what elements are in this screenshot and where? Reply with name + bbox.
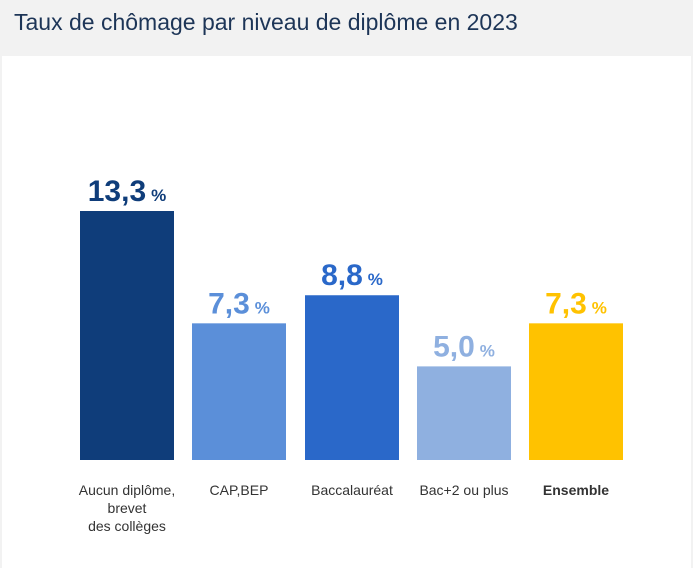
category-line: brevet [108, 500, 147, 516]
value-unit: % [151, 186, 166, 205]
value-unit: % [368, 270, 383, 289]
bar-1 [80, 211, 174, 460]
chart-header: Taux de chômage par niveau de diplôme en… [0, 0, 693, 56]
category-label-5: Ensemble [543, 482, 609, 498]
bar-4 [417, 366, 511, 460]
value-number: 7,3 [545, 287, 587, 320]
value-number: 8,8 [321, 259, 363, 292]
category-line: Ensemble [543, 482, 609, 498]
value-number: 13,3 [88, 175, 146, 208]
category-line: Aucun diplôme, [79, 482, 176, 498]
value-number: 5,0 [433, 330, 475, 363]
value-label-3: 8,8% [321, 259, 383, 292]
category-line: Baccalauréat [311, 482, 393, 498]
chart-title: Taux de chômage par niveau de diplôme en… [14, 9, 518, 35]
value-label-4: 5,0% [433, 330, 495, 363]
bar-2 [192, 323, 286, 460]
bar-3 [305, 295, 399, 460]
value-label-5: 7,3% [545, 287, 607, 320]
category-line: des collèges [88, 518, 166, 534]
value-label-2: 7,3% [208, 287, 270, 320]
value-label-1: 13,3% [88, 175, 167, 208]
bar-5 [529, 323, 623, 460]
value-unit: % [592, 298, 607, 317]
value-unit: % [480, 341, 495, 360]
category-label-1: Aucun diplôme, brevet des collèges [79, 482, 176, 534]
category-label-2: CAP,BEP [210, 482, 269, 498]
category-line: Bac+2 ou plus [419, 482, 508, 498]
category-label-4: Bac+2 ou plus [419, 482, 508, 498]
category-label-3: Baccalauréat [311, 482, 393, 498]
category-line: CAP,BEP [210, 482, 269, 498]
value-unit: % [255, 298, 270, 317]
value-number: 7,3 [208, 287, 250, 320]
